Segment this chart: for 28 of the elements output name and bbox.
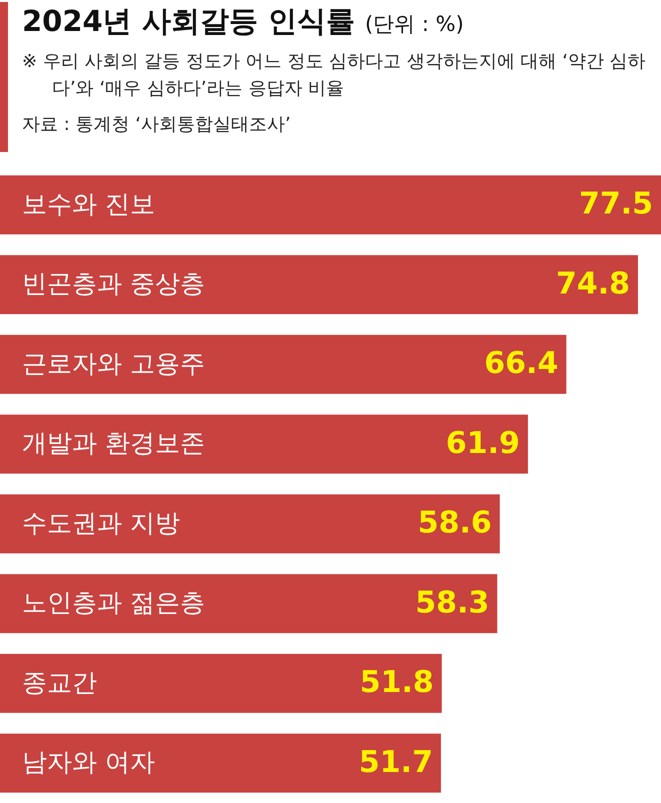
bar — [0, 494, 500, 554]
y-tick-label: 개발과 환경보존 — [22, 428, 205, 458]
chart-title: 2024년 사회갈등 인식률 — [22, 4, 355, 38]
y-tick-label: 종교간 — [22, 668, 97, 697]
bar — [0, 255, 638, 314]
y-tick-label: 보수와 진보 — [22, 189, 155, 218]
data-label: 58.6 — [418, 506, 492, 541]
text: 자료 : 통계청 ‘사회통합실태조사’ — [22, 113, 291, 136]
chart-subtitle: (단위 : %) — [365, 12, 464, 36]
bar — [0, 734, 441, 793]
bar — [0, 574, 498, 634]
bar — [0, 414, 528, 474]
data-label: 66.4 — [484, 346, 558, 382]
bar — [0, 175, 661, 234]
data-label: 77.5 — [578, 186, 653, 222]
data-label: 51.7 — [358, 744, 433, 780]
bar — [0, 334, 566, 394]
data-label: 58.3 — [415, 585, 490, 620]
data-label: 51.8 — [360, 665, 434, 700]
y-tick-label: 빈곤층과 중상층 — [22, 269, 205, 298]
y-tick-label: 수도권과 지방 — [22, 508, 180, 538]
y-tick-label: 근로자와 고용주 — [22, 348, 205, 378]
y-tick-label: 남자와 여자 — [22, 748, 155, 777]
text: ※ 우리 사회의 갈등 정도가 어느 정도 심하다고 생각하는지에 대해 ‘약간 심하다’와 ‘매우 심하다’라는 응답자 비율 — [22, 50, 647, 101]
bar — [0, 654, 442, 713]
data-label: 61.9 — [446, 426, 520, 461]
data-label: 74.8 — [556, 266, 630, 302]
y-tick-label: 노인층과 젊은층 — [22, 588, 205, 618]
